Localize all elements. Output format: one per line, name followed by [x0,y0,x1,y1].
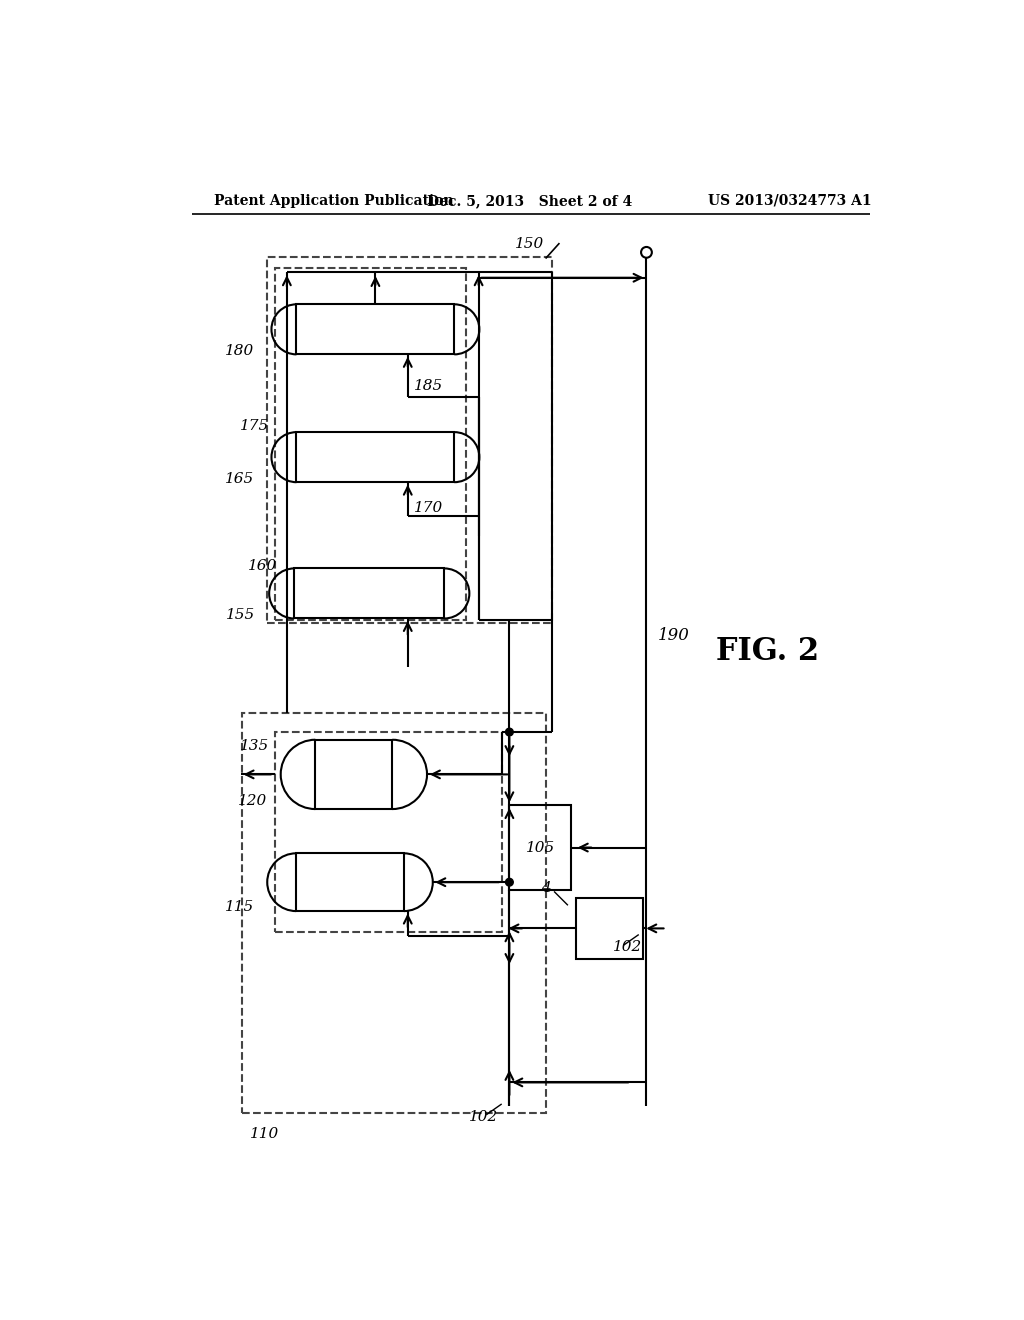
Text: 102: 102 [469,1110,498,1125]
Text: Patent Application Publication: Patent Application Publication [214,194,454,207]
Text: 160: 160 [249,560,278,573]
Bar [575,898,643,960]
Text: 102: 102 [613,940,643,954]
Circle shape [506,878,513,886]
Bar [243,713,547,1113]
Text: 110: 110 [250,1127,280,1140]
Text: 120: 120 [238,795,267,808]
Text: 155: 155 [226,609,255,622]
Bar [267,257,552,623]
Bar [509,805,571,890]
Text: 150: 150 [515,236,544,251]
Bar [294,569,444,619]
Circle shape [506,729,513,737]
Text: 185: 185 [414,379,443,392]
Bar [315,739,392,809]
Bar [275,733,503,932]
Text: 180: 180 [225,345,255,358]
Bar [296,853,403,911]
Text: US 2013/0324773 A1: US 2013/0324773 A1 [708,194,871,207]
Text: 4: 4 [542,882,551,895]
Bar [297,432,455,482]
Text: 135: 135 [240,739,269,752]
Bar [275,268,466,620]
Text: 190: 190 [658,627,690,644]
Text: 175: 175 [240,420,269,433]
Text: 105: 105 [525,841,555,854]
Text: 115: 115 [224,900,254,913]
Bar [297,305,455,354]
Text: Dec. 5, 2013   Sheet 2 of 4: Dec. 5, 2013 Sheet 2 of 4 [427,194,632,207]
Text: 165: 165 [225,471,255,486]
Text: 170: 170 [414,502,443,515]
Text: FIG. 2: FIG. 2 [716,636,819,667]
